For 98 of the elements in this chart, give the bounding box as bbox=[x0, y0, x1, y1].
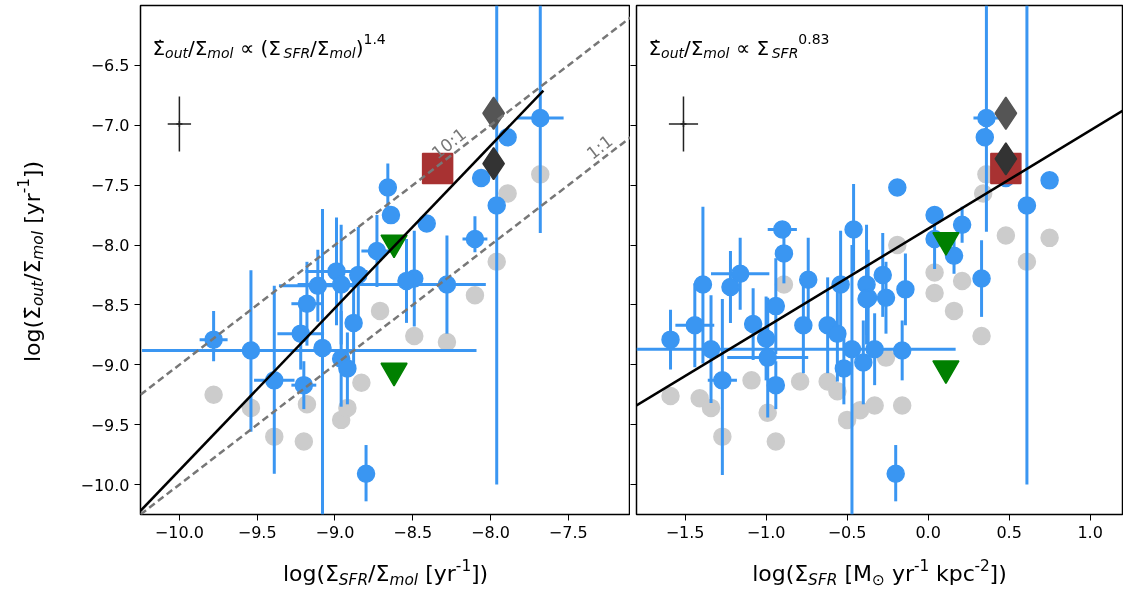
point bbox=[975, 128, 995, 147]
point bbox=[294, 432, 314, 451]
point bbox=[952, 215, 972, 234]
y-tick-label: −6.5 bbox=[90, 56, 130, 76]
point bbox=[873, 265, 892, 285]
x-tick-label: −7.5 bbox=[548, 522, 588, 542]
point bbox=[313, 338, 332, 358]
point bbox=[743, 314, 763, 334]
point bbox=[417, 214, 436, 233]
point bbox=[865, 396, 884, 415]
point bbox=[721, 277, 740, 297]
x-tick-label: −8.5 bbox=[393, 522, 433, 542]
x-tick-label: −10.0 bbox=[154, 522, 204, 542]
point bbox=[378, 178, 398, 197]
point bbox=[798, 270, 818, 289]
point bbox=[892, 341, 912, 360]
point bbox=[766, 432, 786, 451]
x-tick-label: −1.0 bbox=[746, 522, 786, 542]
point bbox=[756, 329, 776, 348]
point bbox=[790, 372, 810, 391]
point bbox=[297, 294, 317, 313]
point bbox=[661, 386, 680, 406]
point bbox=[661, 330, 680, 349]
point bbox=[828, 324, 847, 343]
point bbox=[352, 373, 371, 392]
point bbox=[1017, 196, 1037, 215]
point bbox=[713, 371, 732, 390]
point bbox=[367, 241, 387, 261]
point bbox=[1040, 228, 1059, 248]
y-tick-label: −8.0 bbox=[90, 236, 130, 256]
point bbox=[794, 316, 813, 335]
x-tick-label: −9.5 bbox=[237, 522, 277, 542]
y-tick-label: −9.5 bbox=[90, 415, 130, 435]
point bbox=[834, 359, 854, 378]
y-tick-label: −8.5 bbox=[90, 295, 130, 315]
point bbox=[437, 332, 457, 352]
point bbox=[531, 108, 550, 128]
point bbox=[370, 301, 390, 321]
point bbox=[865, 339, 884, 359]
point bbox=[892, 396, 912, 415]
point bbox=[730, 264, 750, 284]
point bbox=[241, 341, 261, 360]
point bbox=[952, 271, 972, 291]
point bbox=[925, 283, 944, 303]
point bbox=[888, 178, 907, 197]
y-tick-label: −7.0 bbox=[90, 116, 130, 136]
x-tick-label: 0.0 bbox=[915, 522, 941, 542]
point bbox=[766, 375, 786, 395]
point bbox=[996, 226, 1016, 245]
point bbox=[471, 168, 491, 188]
point bbox=[742, 371, 761, 390]
point bbox=[876, 288, 896, 307]
point bbox=[994, 142, 1018, 176]
x-tick-label: −8.0 bbox=[471, 522, 510, 542]
x-tick-label: 1.0 bbox=[1077, 522, 1103, 542]
point bbox=[944, 301, 964, 321]
point bbox=[701, 339, 721, 359]
point bbox=[977, 108, 996, 128]
point bbox=[381, 205, 401, 225]
point bbox=[338, 359, 357, 378]
y-tick-label: −9.0 bbox=[90, 355, 130, 375]
x-tick-label: −1.5 bbox=[665, 522, 705, 542]
point bbox=[896, 280, 915, 299]
point bbox=[842, 339, 862, 359]
point bbox=[397, 271, 416, 291]
point bbox=[487, 196, 506, 215]
point bbox=[356, 464, 376, 484]
point bbox=[774, 244, 794, 263]
point bbox=[854, 353, 873, 372]
point bbox=[1040, 171, 1059, 190]
point bbox=[886, 464, 905, 484]
point bbox=[758, 348, 777, 367]
y-tick-label: −7.5 bbox=[90, 176, 130, 196]
point bbox=[308, 276, 328, 295]
point bbox=[465, 286, 485, 305]
x-tick-label: −0.5 bbox=[827, 522, 867, 542]
x-tick-label: −9.0 bbox=[315, 522, 355, 542]
point bbox=[773, 220, 792, 239]
point bbox=[331, 275, 351, 294]
point bbox=[972, 326, 991, 346]
point bbox=[685, 316, 705, 335]
point bbox=[972, 269, 991, 288]
point bbox=[766, 296, 786, 316]
point bbox=[844, 220, 863, 239]
y-tick-label: −10.0 bbox=[80, 475, 130, 495]
point bbox=[944, 246, 964, 266]
y-axis-title: log(Σ̇out/Σmol [yr-1]) bbox=[14, 160, 48, 362]
point bbox=[465, 229, 485, 249]
point bbox=[925, 205, 944, 225]
point bbox=[498, 184, 517, 203]
annotation: 1:1 bbox=[582, 130, 617, 164]
point bbox=[925, 263, 944, 282]
point bbox=[204, 385, 223, 404]
point bbox=[405, 326, 424, 346]
point bbox=[344, 313, 363, 333]
x-tick-label: 0.5 bbox=[996, 522, 1022, 542]
point bbox=[701, 398, 721, 418]
point bbox=[693, 275, 713, 294]
